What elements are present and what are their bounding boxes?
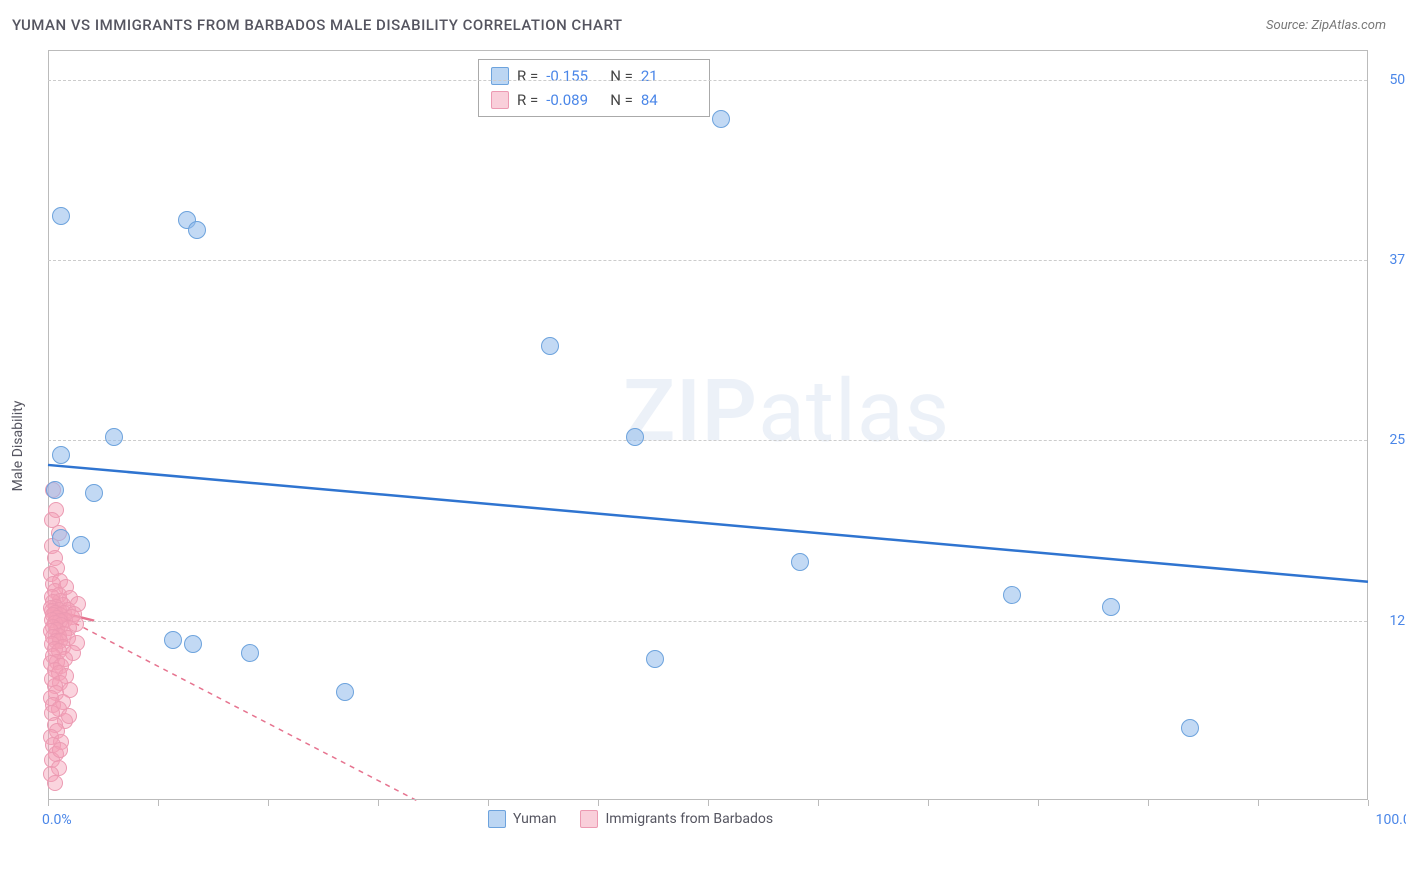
x-tick bbox=[378, 800, 379, 806]
trend-line bbox=[48, 465, 1368, 582]
chart-header: YUMAN VS IMMIGRANTS FROM BARBADOS MALE D… bbox=[0, 0, 1406, 50]
data-point bbox=[164, 631, 182, 649]
gridline bbox=[48, 260, 1367, 261]
legend-row: R = -0.089 N = 84 bbox=[491, 88, 697, 112]
legend-item: Yuman bbox=[488, 810, 556, 828]
chart-title: YUMAN VS IMMIGRANTS FROM BARBADOS MALE D… bbox=[12, 16, 623, 34]
data-point bbox=[336, 683, 354, 701]
x-tick bbox=[1148, 800, 1149, 806]
legend-correlation: R = -0.155 N = 21 R = -0.089 N = 84 bbox=[478, 59, 710, 117]
legend-label: Yuman bbox=[513, 811, 556, 827]
data-point bbox=[791, 553, 809, 571]
x-tick bbox=[818, 800, 819, 806]
data-point bbox=[72, 536, 90, 554]
legend-item: Immigrants from Barbados bbox=[580, 810, 773, 828]
swatch-icon bbox=[580, 810, 598, 828]
data-point bbox=[1003, 586, 1021, 604]
legend-label: Immigrants from Barbados bbox=[605, 811, 773, 827]
y-axis-label: Male Disability bbox=[10, 401, 26, 492]
data-point bbox=[52, 207, 70, 225]
n-label: N = bbox=[610, 88, 633, 112]
gridline bbox=[48, 80, 1367, 81]
gridline bbox=[48, 621, 1367, 622]
data-point bbox=[184, 635, 202, 653]
data-point bbox=[712, 110, 730, 128]
data-point bbox=[241, 644, 259, 662]
trend-lines bbox=[48, 51, 1367, 800]
data-point bbox=[52, 529, 70, 547]
data-point bbox=[85, 484, 103, 502]
x-tick bbox=[158, 800, 159, 806]
legend-series: Yuman Immigrants from Barbados bbox=[488, 810, 773, 828]
r-label: R = bbox=[517, 64, 538, 88]
data-point bbox=[61, 708, 77, 724]
x-tick bbox=[1258, 800, 1259, 806]
data-point bbox=[626, 428, 644, 446]
n-value: 21 bbox=[641, 64, 697, 88]
x-tick-label: 100.0% bbox=[1376, 812, 1406, 828]
source-link[interactable]: ZipAtlas.com bbox=[1311, 18, 1386, 33]
r-value: -0.155 bbox=[546, 64, 602, 88]
y-tick-label: 25.0% bbox=[1377, 432, 1406, 448]
x-tick-label: 0.0% bbox=[42, 812, 72, 828]
x-tick bbox=[708, 800, 709, 806]
data-point bbox=[1181, 719, 1199, 737]
watermark: ZIPatlas bbox=[623, 360, 950, 461]
x-tick bbox=[1038, 800, 1039, 806]
data-point bbox=[646, 650, 664, 668]
x-tick bbox=[48, 800, 49, 806]
swatch-icon bbox=[488, 810, 506, 828]
x-tick bbox=[928, 800, 929, 806]
x-tick bbox=[1368, 800, 1369, 806]
y-tick-label: 12.5% bbox=[1377, 613, 1406, 629]
data-point bbox=[188, 221, 206, 239]
data-point bbox=[541, 337, 559, 355]
data-point bbox=[47, 775, 63, 791]
swatch-icon bbox=[491, 67, 509, 85]
swatch-icon bbox=[491, 91, 509, 109]
data-point bbox=[52, 446, 70, 464]
trend-line bbox=[48, 609, 418, 801]
n-value: 84 bbox=[641, 88, 697, 112]
y-tick-label: 50.0% bbox=[1377, 72, 1406, 88]
x-tick bbox=[488, 800, 489, 806]
data-point bbox=[46, 481, 64, 499]
scatter-plot: ZIPatlas R = -0.155 N = 21 R = -0.089 N … bbox=[48, 50, 1368, 800]
x-tick bbox=[268, 800, 269, 806]
source-credit: Source: ZipAtlas.com bbox=[1266, 18, 1386, 33]
r-label: R = bbox=[517, 88, 538, 112]
y-tick-label: 37.5% bbox=[1377, 252, 1406, 268]
data-point bbox=[105, 428, 123, 446]
gridline bbox=[48, 440, 1367, 441]
source-label: Source: bbox=[1266, 18, 1308, 33]
legend-row: R = -0.155 N = 21 bbox=[491, 64, 697, 88]
r-value: -0.089 bbox=[546, 88, 602, 112]
data-point bbox=[1102, 598, 1120, 616]
x-tick bbox=[598, 800, 599, 806]
n-label: N = bbox=[610, 64, 633, 88]
data-point bbox=[52, 742, 68, 758]
